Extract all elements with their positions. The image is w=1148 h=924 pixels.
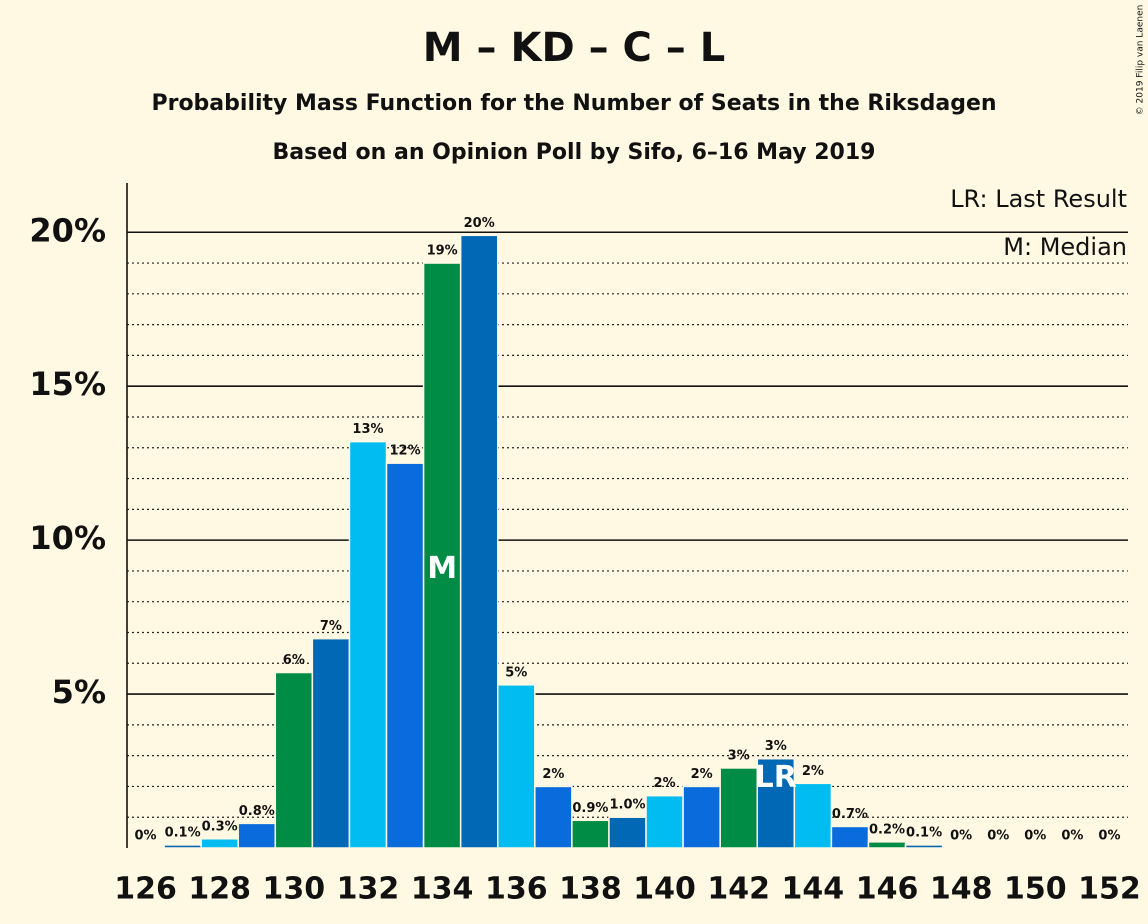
y-tick-label: 10% [29, 519, 106, 557]
chart-subtitle: Probability Mass Function for the Number… [151, 91, 996, 116]
value-label: 20% [464, 216, 495, 231]
value-label: 6% [283, 653, 305, 668]
bar [645, 794, 684, 849]
bar [756, 757, 796, 849]
y-tick-label: 20% [29, 211, 106, 249]
value-label: 2% [802, 764, 824, 779]
bar [496, 684, 536, 849]
value-label: 13% [352, 422, 383, 437]
legend-text: LR: Last Result [950, 185, 1127, 213]
value-label: 5% [505, 665, 527, 680]
value-label: 0.9% [572, 801, 608, 816]
value-label: 7% [320, 619, 342, 634]
bar [422, 262, 462, 849]
x-tick-label: 126 [114, 872, 177, 907]
x-tick-label: 142 [707, 872, 770, 907]
bar [830, 825, 870, 849]
value-label: 0% [1098, 829, 1120, 844]
x-tick-label: 132 [337, 872, 400, 907]
value-label: 19% [427, 244, 458, 259]
value-label: 12% [389, 444, 420, 459]
value-label: 0% [950, 829, 972, 844]
x-tick-label: 138 [559, 872, 622, 907]
value-label: 3% [765, 739, 787, 754]
bar [608, 816, 647, 849]
bar [904, 844, 944, 849]
bar [274, 671, 314, 849]
x-tick-label: 148 [930, 872, 993, 907]
bar [237, 822, 277, 849]
value-label: 0.1% [906, 825, 942, 840]
y-tick-label: 5% [52, 673, 106, 711]
bar [571, 819, 610, 849]
value-label: 0% [134, 829, 156, 844]
chart-title: M – KD – C – L [423, 25, 725, 71]
x-tick-label: 146 [856, 872, 919, 907]
bar [200, 838, 239, 849]
bar [719, 767, 759, 849]
annotation: LR [755, 760, 797, 795]
value-label: 0.3% [202, 819, 238, 834]
bar [534, 785, 573, 849]
value-label: 0.8% [239, 804, 275, 819]
value-label: 2% [691, 767, 713, 782]
x-tick-label: 150 [1004, 872, 1067, 907]
value-label: 0.7% [832, 807, 868, 822]
value-label: 1.0% [609, 798, 645, 813]
bar [682, 785, 721, 849]
bar [867, 841, 907, 849]
y-tick-label: 15% [29, 365, 106, 403]
value-label: 0% [987, 829, 1009, 844]
value-label: 2% [654, 776, 676, 791]
x-tick-label: 144 [782, 872, 845, 907]
value-label: 0% [1061, 829, 1083, 844]
credit: © 2019 Filip van Laenen [1136, 5, 1146, 116]
bar [311, 637, 351, 849]
annotation: M [427, 551, 457, 586]
value-label: 3% [728, 748, 750, 763]
value-label: 2% [542, 767, 564, 782]
x-tick-label: 152 [1078, 872, 1141, 907]
legend-text: M: Median [1003, 233, 1127, 261]
value-label: 0% [1024, 829, 1046, 844]
value-label: 0.1% [165, 825, 201, 840]
x-tick-label: 136 [485, 872, 548, 907]
value-label: 0.2% [869, 822, 905, 837]
x-tick-label: 140 [633, 872, 696, 907]
chart-subtitle: Based on an Opinion Poll by Sifo, 6–16 M… [273, 140, 876, 165]
bar [385, 462, 425, 849]
bar [348, 440, 388, 849]
bar [163, 844, 202, 849]
x-tick-label: 134 [411, 872, 474, 907]
bar [459, 234, 499, 849]
x-tick-label: 130 [263, 872, 326, 907]
x-tick-label: 128 [188, 872, 251, 907]
bar [793, 782, 833, 849]
